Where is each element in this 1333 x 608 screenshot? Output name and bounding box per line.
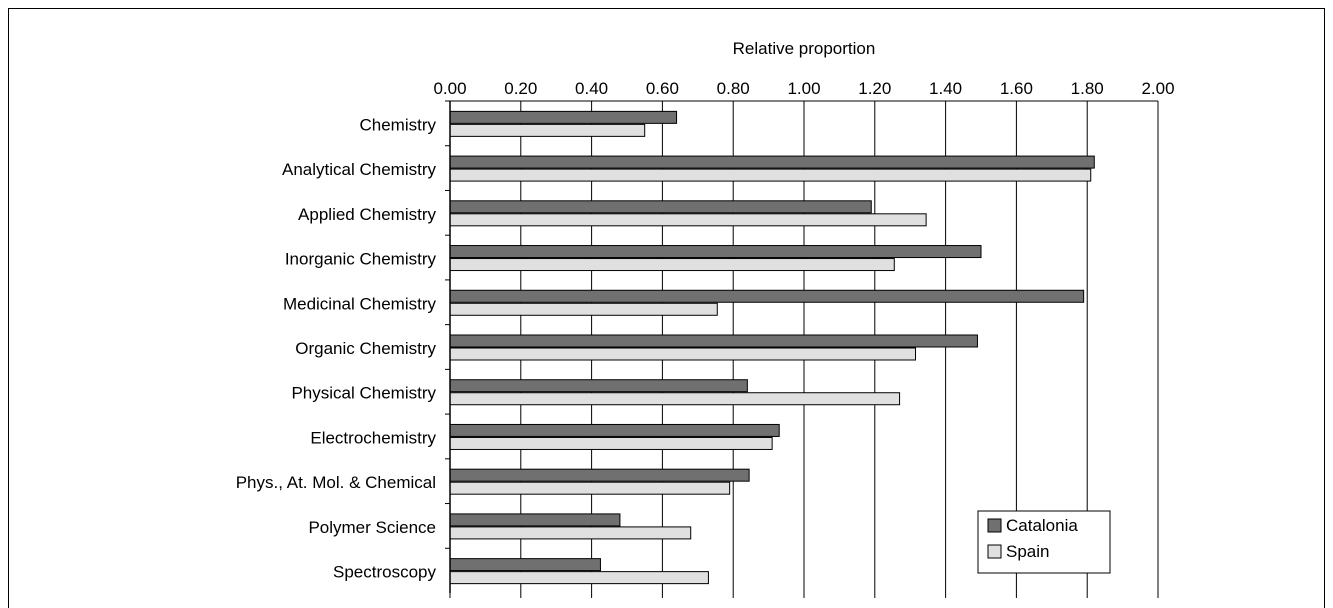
bar-catalonia (449, 334, 978, 348)
category-label: Inorganic Chemistry (285, 250, 437, 269)
category-label: Medicinal Chemistry (283, 294, 437, 313)
category-label: Physical Chemistry (291, 384, 436, 403)
x-tick-label: 0.00 (433, 79, 466, 98)
chart-frame: Relative proportion 0.00 0.20 0.40 0.60 0.80… (8, 8, 1325, 608)
bar-catalonia (449, 155, 1095, 169)
bar-catalonia (449, 468, 750, 482)
bar-chart: Relative proportion 0.00 0.20 0.40 0.60 0.80… (236, 39, 1175, 598)
bar-spain (449, 481, 731, 495)
category-label: Chemistry (359, 115, 436, 134)
bar-spain (449, 258, 895, 272)
bar-catalonia (449, 245, 982, 259)
bar-spain (449, 392, 901, 406)
category-label: Electrochemistry (310, 428, 436, 447)
bars (449, 110, 1095, 585)
bar-catalonia (449, 558, 601, 572)
bar-spain (449, 526, 692, 540)
category-label: Organic Chemistry (295, 339, 436, 358)
bar-catalonia (449, 423, 780, 437)
category-label: Applied Chemistry (298, 205, 436, 224)
category-label: Spectroscopy (333, 563, 436, 582)
bar-spain (449, 168, 1092, 182)
bar-catalonia (449, 200, 872, 214)
bar-spain (449, 302, 718, 316)
bar-catalonia (449, 110, 678, 124)
category-labels: Chemistry Analytical Chemistry Applied Che… (236, 100, 450, 582)
x-tick-label: 1.20 (858, 79, 891, 98)
bar-catalonia (449, 379, 748, 393)
axes (449, 100, 1158, 593)
legend-swatch-spain (987, 544, 1002, 559)
x-tick-label: 1.00 (787, 79, 820, 98)
bar-catalonia (449, 513, 621, 527)
x-tick-label: 0.20 (504, 79, 537, 98)
x-tick-label: 0.80 (717, 79, 750, 98)
legend: Catalonia Spain (977, 510, 1111, 574)
x-tick-label: 1.60 (1000, 79, 1033, 98)
x-tick-label: 1.40 (929, 79, 962, 98)
category-label: Analytical Chemistry (282, 160, 436, 179)
category-label: Phys., At. Mol. & Chemical (236, 473, 436, 492)
legend-label-catalonia: Catalonia (1006, 516, 1078, 535)
bar-catalonia (449, 289, 1085, 303)
legend-swatch-catalonia (987, 518, 1002, 533)
x-tick-label: 2.00 (1141, 79, 1174, 98)
x-tick-labels: 0.00 0.20 0.40 0.60 0.80 1.00 1.20 1.40 1.60 1.80… (433, 79, 1174, 98)
legend-label-spain: Spain (1006, 542, 1049, 561)
bar-spain (449, 213, 927, 227)
x-tick-label: 1.80 (1071, 79, 1104, 98)
bar-spain (449, 347, 917, 361)
bar-spain (449, 436, 773, 450)
x-axis-title: Relative proportion (733, 39, 876, 58)
bar-spain (449, 571, 709, 585)
x-tick-label: 0.40 (575, 79, 608, 98)
bar-spain (449, 123, 646, 137)
category-label: Polymer Science (308, 518, 436, 537)
x-tick-label: 0.60 (646, 79, 679, 98)
